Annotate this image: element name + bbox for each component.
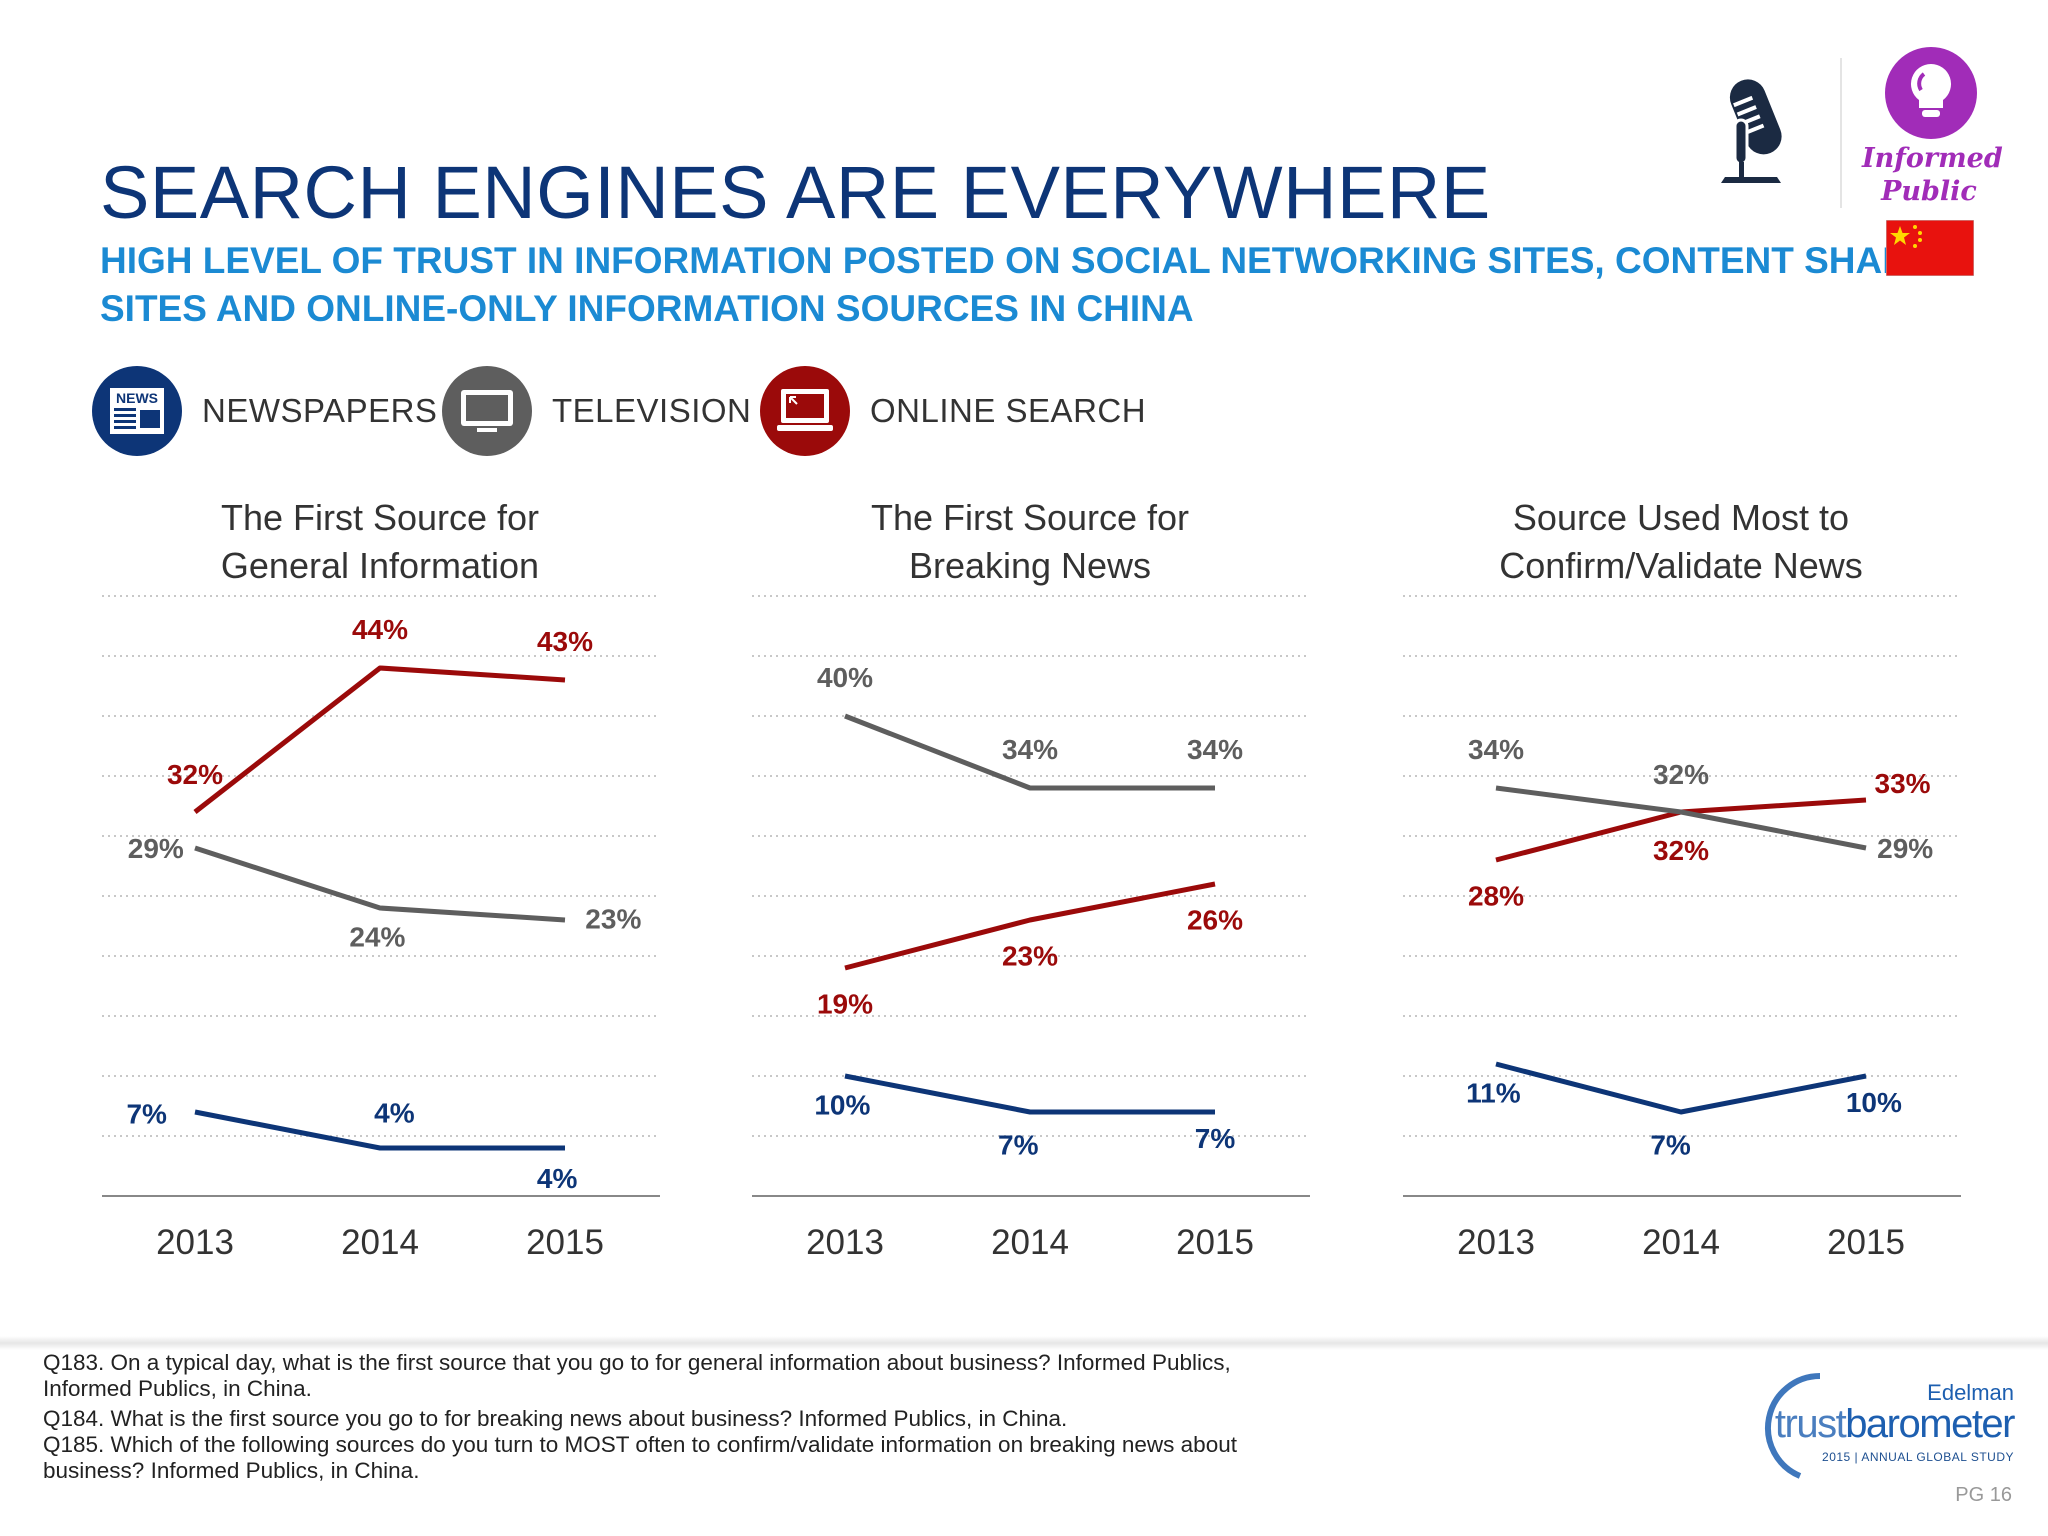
chart-1-title: The First Source for General Information xyxy=(60,494,700,590)
footnotes: Q183. On a typical day, what is the firs… xyxy=(43,1350,1237,1484)
data-label: 40% xyxy=(817,662,873,693)
footnote-q183-line2: Informed Publics, in China. xyxy=(43,1376,312,1401)
data-label: 23% xyxy=(585,904,641,935)
data-label: 32% xyxy=(1653,835,1709,866)
series-line-television xyxy=(194,845,566,923)
x-tick-label: 2013 xyxy=(156,1223,234,1262)
laptop-icon xyxy=(760,366,850,456)
logo-name-bold: barometer xyxy=(1845,1402,2015,1446)
x-tick-label: 2014 xyxy=(341,1223,419,1262)
badge-line1: Informed xyxy=(1862,143,2003,174)
series-line-newspapers xyxy=(1495,1061,1867,1115)
data-label: 34% xyxy=(1187,734,1243,765)
chart-2-title: The First Source for Breaking News xyxy=(710,494,1350,590)
series-line-online-search xyxy=(193,665,566,814)
data-label: 43% xyxy=(537,626,593,657)
footer-divider xyxy=(0,1336,2048,1350)
data-label: 44% xyxy=(352,614,408,645)
x-tick-label: 2014 xyxy=(991,1223,1069,1262)
page-title: SEARCH ENGINES ARE EVERYWHERE xyxy=(100,151,1491,234)
data-label: 24% xyxy=(349,922,405,953)
chart-title-line: Breaking News xyxy=(908,545,1152,586)
x-tick-label: 2015 xyxy=(526,1223,604,1262)
legend-television: TELEVISION xyxy=(442,366,751,456)
legend-label: TELEVISION xyxy=(552,392,752,429)
x-tick-label: 2013 xyxy=(1457,1223,1535,1262)
subtitle-line1: HIGH LEVEL OF TRUST IN INFORMATION POSTE… xyxy=(100,240,1975,281)
logo-arc-icon xyxy=(1765,1373,1821,1479)
footnote-q183-line1: Q183. On a typical day, what is the firs… xyxy=(43,1350,1231,1375)
logo-tagline: 2015 | ANNUAL GLOBAL STUDY xyxy=(1822,1450,2014,1464)
legend-label: ONLINE SEARCH xyxy=(870,392,1147,429)
data-label: 34% xyxy=(1002,734,1058,765)
data-label: 26% xyxy=(1187,904,1243,935)
logo-name: trustbarometer xyxy=(1774,1402,2016,1447)
data-label: 10% xyxy=(1846,1087,1902,1118)
legend-newspapers: NEWS NEWSPAPERS xyxy=(92,366,437,456)
data-label: 11% xyxy=(1466,1078,1521,1109)
chart-title-line: Confirm/Validate News xyxy=(1499,545,1863,586)
data-label: 7% xyxy=(126,1098,167,1129)
newspaper-icon: NEWS xyxy=(92,366,182,456)
data-label: 28% xyxy=(1468,880,1524,911)
data-label: 7% xyxy=(1650,1130,1691,1161)
x-tick-label: 2013 xyxy=(806,1223,884,1262)
television-icon xyxy=(442,366,532,456)
chart-title-line: The First Source for xyxy=(220,497,540,538)
data-label: 33% xyxy=(1875,768,1931,799)
china-flag xyxy=(1886,220,1974,276)
data-label: 4% xyxy=(537,1163,578,1194)
chart-title-line: The First Source for xyxy=(870,497,1190,538)
data-label: 29% xyxy=(1877,833,1933,864)
chart-title-line: General Information xyxy=(220,545,540,586)
edelman-trustbarometer-logo: Edelman trustbarometer 2015 | ANNUAL GLO… xyxy=(1760,1372,2020,1482)
series-line-newspapers xyxy=(844,1073,1215,1115)
lightbulb-icon xyxy=(1885,47,1977,139)
data-label: 23% xyxy=(1002,940,1058,971)
chart-title-line: Source Used Most to xyxy=(1512,497,1850,538)
chart-3-title: Source Used Most to Confirm/Validate New… xyxy=(1361,494,2001,590)
x-tick-label: 2015 xyxy=(1176,1223,1254,1262)
data-label: 10% xyxy=(814,1090,870,1121)
microphone-icon xyxy=(1721,79,1782,183)
legend-label: NEWSPAPERS xyxy=(202,392,438,429)
x-tick-label: 2015 xyxy=(1827,1223,1905,1262)
charts-area: 2013 2014 2015 32% 44% 43% 29% 24% 23% 7% 4% 4% 2013… xyxy=(102,595,1961,1262)
data-label: 7% xyxy=(1195,1123,1236,1154)
informed-public-badge: Informed Public xyxy=(1862,142,2003,208)
logo-brand: Edelman xyxy=(1927,1380,2014,1405)
data-label: 32% xyxy=(1653,759,1709,790)
footnote-q185-line2: business? Informed Publics, in China. xyxy=(43,1458,420,1483)
logo-name-light: trust xyxy=(1774,1402,1847,1446)
data-label: 7% xyxy=(998,1130,1039,1161)
footnote-q184: Q184. What is the first source you go to… xyxy=(43,1406,1068,1431)
data-label: 19% xyxy=(817,988,873,1019)
page-number: PG 16 xyxy=(1955,1484,2012,1506)
footnote-q185-line1: Q185. Which of the following sources do … xyxy=(43,1432,1237,1457)
legend-online-search: ONLINE SEARCH xyxy=(760,366,1146,456)
subtitle-line2: SITES AND ONLINE-ONLY INFORMATION SOURCE… xyxy=(100,288,1194,329)
badge-line2: Public xyxy=(1881,176,1977,207)
data-label: 29% xyxy=(128,833,184,864)
data-label: 34% xyxy=(1468,734,1524,765)
x-tick-label: 2014 xyxy=(1642,1223,1720,1262)
data-label: 4% xyxy=(374,1098,415,1129)
header-divider xyxy=(1840,58,1842,208)
svg-text:NEWS: NEWS xyxy=(116,390,158,406)
data-label: 32% xyxy=(167,759,223,790)
